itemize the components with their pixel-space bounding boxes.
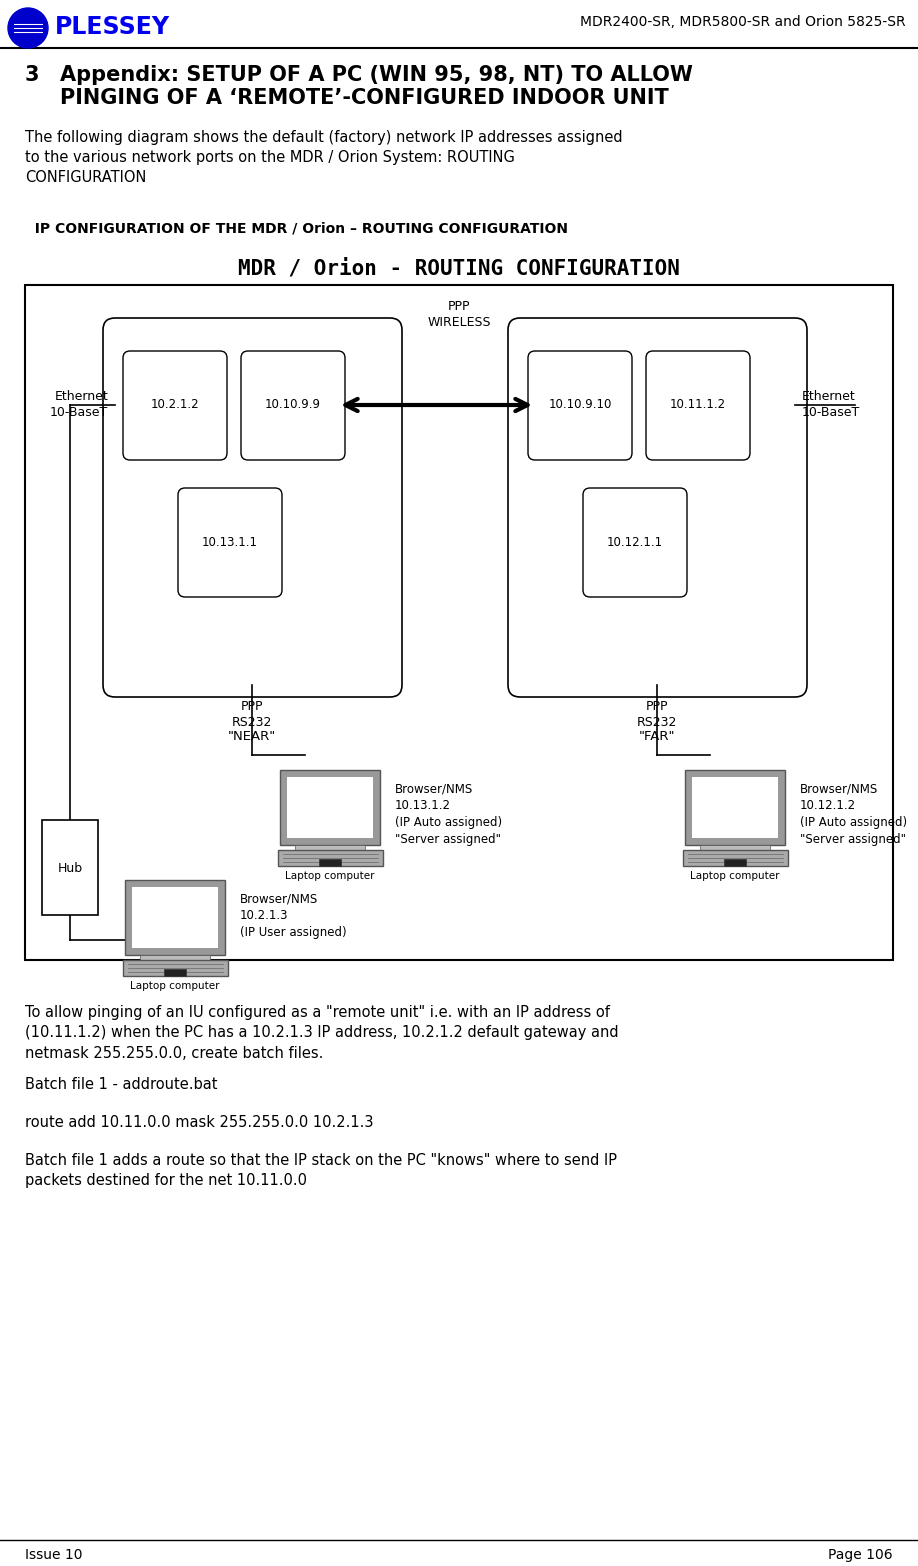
FancyBboxPatch shape <box>125 880 225 955</box>
FancyBboxPatch shape <box>123 351 227 460</box>
Text: Ethernet
10-BaseT: Ethernet 10-BaseT <box>50 390 108 420</box>
Text: PPP
RS232: PPP RS232 <box>637 700 677 730</box>
FancyBboxPatch shape <box>178 489 282 597</box>
FancyBboxPatch shape <box>646 351 750 460</box>
FancyBboxPatch shape <box>685 770 785 846</box>
Text: 10.12.1.1: 10.12.1.1 <box>607 537 663 550</box>
FancyBboxPatch shape <box>103 318 402 697</box>
Text: The following diagram shows the default (factory) network IP addresses assigned
: The following diagram shows the default … <box>25 130 622 185</box>
FancyBboxPatch shape <box>280 770 380 846</box>
Text: "FAR": "FAR" <box>639 730 676 742</box>
Text: IP CONFIGURATION OF THE MDR / Orion – ROUTING CONFIGURATION: IP CONFIGURATION OF THE MDR / Orion – RO… <box>25 222 568 236</box>
FancyBboxPatch shape <box>25 285 893 960</box>
FancyBboxPatch shape <box>700 846 770 850</box>
FancyBboxPatch shape <box>724 860 746 866</box>
Text: PPP
WIRELESS: PPP WIRELESS <box>427 301 491 329</box>
Text: 10.2.1.2: 10.2.1.2 <box>151 398 199 412</box>
Text: "NEAR": "NEAR" <box>228 730 276 742</box>
FancyBboxPatch shape <box>132 886 218 947</box>
FancyBboxPatch shape <box>528 351 632 460</box>
Text: 10.10.9.10: 10.10.9.10 <box>548 398 611 412</box>
Text: Hub: Hub <box>58 861 83 874</box>
Text: Appendix: SETUP OF A PC (WIN 95, 98, NT) TO ALLOW: Appendix: SETUP OF A PC (WIN 95, 98, NT)… <box>60 66 693 85</box>
FancyBboxPatch shape <box>42 821 98 915</box>
Text: Browser/NMS
10.12.1.2
(IP Auto assigned)
"Server assigned": Browser/NMS 10.12.1.2 (IP Auto assigned)… <box>800 781 907 846</box>
Circle shape <box>8 8 48 49</box>
FancyBboxPatch shape <box>122 960 228 976</box>
Text: 3: 3 <box>25 66 39 85</box>
Text: Laptop computer: Laptop computer <box>130 980 219 991</box>
FancyBboxPatch shape <box>692 777 778 838</box>
Text: Batch file 1 - addroute.bat: Batch file 1 - addroute.bat <box>25 1077 218 1092</box>
FancyBboxPatch shape <box>287 777 373 838</box>
Text: route add 10.11.0.0 mask 255.255.0.0 10.2.1.3: route add 10.11.0.0 mask 255.255.0.0 10.… <box>25 1115 374 1131</box>
FancyBboxPatch shape <box>277 850 383 866</box>
FancyBboxPatch shape <box>319 860 341 866</box>
FancyBboxPatch shape <box>164 969 186 976</box>
Text: Batch file 1 adds a route so that the IP stack on the PC "knows" where to send I: Batch file 1 adds a route so that the IP… <box>25 1153 617 1189</box>
Text: Ethernet
10-BaseT: Ethernet 10-BaseT <box>802 390 860 420</box>
Text: 10.13.1.1: 10.13.1.1 <box>202 537 258 550</box>
Text: MDR2400-SR, MDR5800-SR and Orion 5825-SR: MDR2400-SR, MDR5800-SR and Orion 5825-SR <box>580 16 906 30</box>
Text: Browser/NMS
10.13.1.2
(IP Auto assigned)
"Server assigned": Browser/NMS 10.13.1.2 (IP Auto assigned)… <box>395 781 502 846</box>
Text: PPP
RS232: PPP RS232 <box>232 700 273 730</box>
FancyBboxPatch shape <box>583 489 687 597</box>
Text: 10.11.1.2: 10.11.1.2 <box>670 398 726 412</box>
Text: PINGING OF A ‘REMOTE’-CONFIGURED INDOOR UNIT: PINGING OF A ‘REMOTE’-CONFIGURED INDOOR … <box>60 88 668 108</box>
Text: Page 106: Page 106 <box>828 1549 893 1561</box>
Text: Laptop computer: Laptop computer <box>690 871 779 882</box>
Text: Laptop computer: Laptop computer <box>285 871 375 882</box>
Text: MDR / Orion - ROUTING CONFIGURATION: MDR / Orion - ROUTING CONFIGURATION <box>238 258 680 279</box>
FancyBboxPatch shape <box>682 850 788 866</box>
Text: To allow pinging of an IU configured as a "remote unit" i.e. with an IP address : To allow pinging of an IU configured as … <box>25 1005 619 1060</box>
Text: Browser/NMS
10.2.1.3
(IP User assigned): Browser/NMS 10.2.1.3 (IP User assigned) <box>240 893 347 940</box>
Text: PLESSEY: PLESSEY <box>55 16 170 39</box>
FancyBboxPatch shape <box>241 351 345 460</box>
Text: Issue 10: Issue 10 <box>25 1549 83 1561</box>
FancyBboxPatch shape <box>508 318 807 697</box>
FancyBboxPatch shape <box>140 955 210 960</box>
FancyBboxPatch shape <box>295 846 365 850</box>
Text: 10.10.9.9: 10.10.9.9 <box>265 398 321 412</box>
